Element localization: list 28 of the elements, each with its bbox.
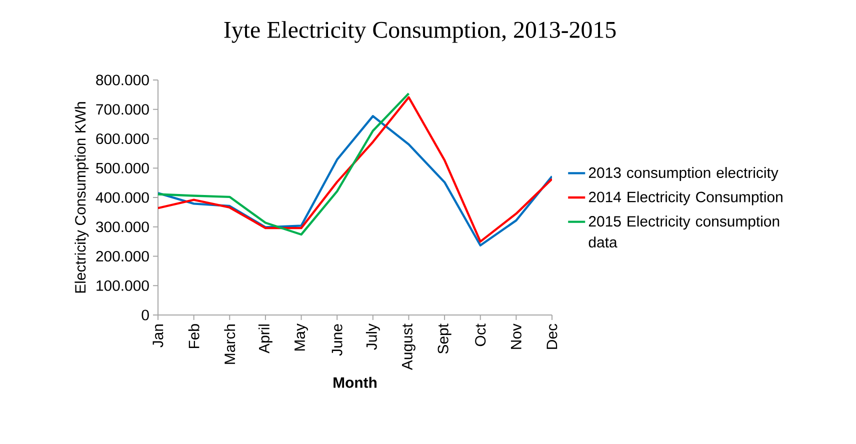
x-tick-label: June xyxy=(332,324,342,356)
y-tick-label: 100.000 xyxy=(96,280,149,291)
y-tick-label: 400.000 xyxy=(96,192,149,203)
x-tick-label: May xyxy=(294,324,308,351)
legend-label: 2015 Electricity consumption data xyxy=(588,216,780,248)
x-tick-label: March xyxy=(224,324,236,364)
x-tick-label: Dec xyxy=(546,324,558,349)
x-tick-label: Sept xyxy=(438,324,452,354)
y-tick-label: 0 xyxy=(142,310,149,320)
x-tick-label: Oct xyxy=(475,324,486,346)
x-tick-label: August xyxy=(402,324,416,370)
x-tick-label: July xyxy=(366,324,380,350)
y-tick-label: 200.000 xyxy=(96,250,149,262)
x-axis-title: Month xyxy=(334,376,376,388)
y-tick-label: 500.000 xyxy=(96,162,149,174)
line-series xyxy=(158,92,410,236)
chart-title: Iyte Electricity Consumption, 2013-2015 xyxy=(224,21,616,43)
y-tick-label: 700.000 xyxy=(96,104,149,115)
x-tick-label: Nov xyxy=(510,324,522,349)
y-tick-label: 300.000 xyxy=(96,222,149,232)
legend-label: 2013 consumption electricity xyxy=(588,167,778,181)
x-tick-label: April xyxy=(258,324,272,354)
y-axis-title: Electricity Consumption KWh xyxy=(74,102,89,293)
x-tick-label: Feb xyxy=(188,324,200,348)
x-tick-label: Jan xyxy=(152,324,164,348)
y-tick-label: 800.000 xyxy=(96,74,149,86)
legend-label: 2014 Electricity Consumption xyxy=(588,191,782,206)
y-tick-label: 600.000 xyxy=(96,133,149,144)
